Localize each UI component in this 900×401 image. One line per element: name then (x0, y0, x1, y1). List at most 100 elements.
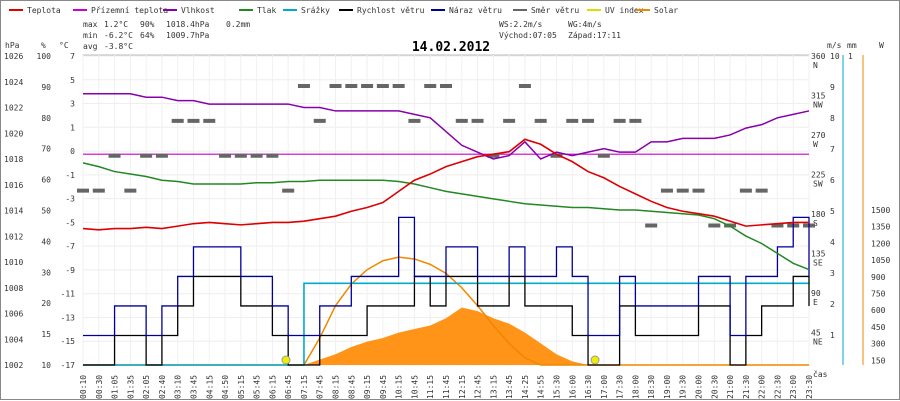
wind-direction-marker (597, 153, 610, 158)
wind-direction-marker (250, 153, 263, 158)
wind-direction-marker (282, 188, 295, 193)
ms-tick-label: 7 (830, 145, 835, 154)
wind-direction-marker (171, 118, 184, 123)
dir-tick-degree: 315 (811, 92, 826, 101)
legend-label: Směr větru (531, 6, 579, 15)
legend-label: Přízemní teplota (91, 6, 168, 15)
wind-direction-marker (692, 188, 705, 193)
stat-max-temp: 1.2°C (104, 20, 128, 29)
temp-tick-label: 0 (70, 147, 75, 156)
temp-tick-label: -9 (65, 266, 75, 275)
wind-direction-marker (408, 118, 421, 123)
x-tick-label: 14:25 (521, 375, 530, 399)
wind-direction-marker (297, 84, 310, 88)
legend-label: Náraz větru (449, 6, 502, 15)
chart-title: 14.02.2012 (412, 40, 490, 55)
wind-direction-marker (203, 118, 216, 123)
dir-tick-degree: 360 (811, 52, 826, 61)
x-tick-label: 21:00 (726, 375, 735, 399)
pct-tick-label: 40 (41, 237, 51, 246)
w-tick-label: 1050 (871, 256, 890, 265)
hpa-unit: hPa (5, 41, 20, 50)
x-tick-label: 07:15 (300, 375, 309, 399)
stat-sunrise: Východ:07:05 (499, 31, 557, 40)
pct-tick-label: 100 (37, 52, 52, 61)
pct-tick-label: 50 (41, 207, 51, 216)
stat-ws: WS:2.2m/s (499, 20, 543, 29)
x-tick-label: 08:45 (347, 375, 356, 399)
dir-tick-degree: 90 (811, 289, 821, 298)
x-tick-label: 21:30 (742, 375, 751, 399)
x-tick-label: 01:05 (111, 375, 120, 399)
wind-direction-marker (187, 118, 200, 123)
x-tick-label: 11:45 (442, 375, 451, 399)
ms-tick-label: 3 (830, 269, 835, 278)
legend-label: Teplota (27, 6, 61, 15)
wind-direction-marker (629, 118, 642, 123)
wind-direction-marker (155, 153, 168, 158)
stat-min-temp: -6.2°C (104, 31, 133, 40)
x-tick-label: 13:45 (505, 375, 514, 399)
x-tick-label: 15:30 (552, 375, 561, 399)
wind-direction-marker (392, 84, 405, 88)
temp-tick-label: -17 (61, 361, 76, 370)
sunset-marker (590, 355, 600, 365)
w-unit: W (879, 41, 884, 50)
wind-direction-marker (676, 188, 689, 193)
legend-label: Vlhkost (181, 6, 215, 15)
wind-direction-marker (455, 118, 468, 123)
wind-direction-marker (471, 118, 484, 123)
pct-tick-label: 10 (41, 361, 51, 370)
x-tick-label: 22:30 (773, 375, 782, 399)
x-tick-label: 12:45 (474, 375, 483, 399)
x-tick-label: 19:30 (679, 375, 688, 399)
x-tick-label: 23:00 (789, 375, 798, 399)
temp-tick-label: 7 (70, 52, 75, 61)
ms-tick-label: 8 (830, 114, 835, 123)
temp-tick-label: -13 (61, 313, 76, 322)
dir-tick-degree: 225 (811, 171, 826, 180)
ms-tick-label: 2 (830, 300, 835, 309)
wind-direction-marker (660, 188, 673, 193)
legend: Teplota Přízemní teplota Vlhkost Tlak Srážky… (9, 6, 678, 15)
temp-tick-label: -3 (65, 195, 75, 204)
dir-tick-compass: NW (813, 101, 823, 110)
wind-direction-marker (518, 84, 531, 88)
pct-tick-label: 15 (41, 330, 51, 339)
temp-tick-label: 1 (70, 123, 75, 132)
x-tick-label: 05:15 (237, 375, 246, 399)
pct-unit: % (41, 41, 46, 50)
dir-tick-degree: 180 (811, 210, 826, 219)
wind-direction-marker (424, 84, 437, 88)
w-tick-label: 1200 (871, 239, 890, 248)
wind-direction-marker (503, 118, 516, 123)
wind-direction-marker (124, 188, 137, 193)
w-tick-label: 1350 (871, 223, 890, 232)
legend-label: Tlak (257, 6, 276, 15)
hpa-tick-label: 1022 (4, 104, 23, 113)
hpa-tick-label: 1008 (4, 284, 23, 293)
x-unit: čas (813, 369, 828, 379)
wind-direction-marker (771, 223, 784, 228)
x-tick-label: 18:30 (647, 375, 656, 399)
dir-tick-compass: N (813, 61, 818, 70)
w-tick-label: 450 (871, 323, 886, 332)
x-tick-label: 16:30 (584, 375, 593, 399)
w-tick-label: 900 (871, 273, 886, 282)
temp-tick-label: -1 (65, 171, 75, 180)
stat-sunset: Západ:17:11 (568, 31, 621, 40)
wind-direction-marker (645, 223, 658, 228)
x-tick-label: 04:50 (221, 375, 230, 399)
temperature-line (82, 138, 809, 231)
wind-direction-marker (534, 118, 547, 123)
wind-direction-marker (708, 223, 721, 228)
legend-label: UV index (605, 6, 644, 15)
wind-direction-marker (613, 118, 626, 123)
temp-tick-label: -11 (61, 290, 76, 299)
wind-direction-marker (755, 188, 768, 193)
x-tick-label: 02:05 (142, 375, 151, 399)
hpa-tick-label: 1012 (4, 232, 23, 241)
wind-direction-marker (329, 84, 342, 88)
mm-tick-label: 1 (848, 52, 853, 61)
hpa-tick-label: 1020 (4, 129, 23, 138)
